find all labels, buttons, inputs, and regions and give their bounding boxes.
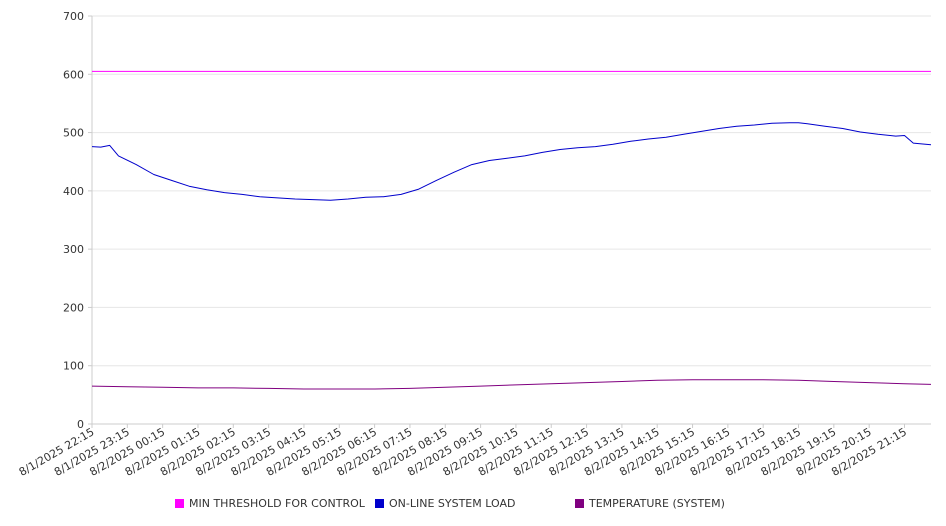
series-lines [91, 70, 932, 390]
legend-swatch [575, 499, 584, 508]
y-tick-label: 300 [63, 243, 84, 256]
y-tick-label: 100 [63, 360, 84, 373]
gridlines [92, 15, 931, 367]
legend: MIN THRESHOLD FOR CONTROL ON-LINE SYSTEM… [0, 497, 946, 515]
x-axis-ticks: 8/1/2025 22:158/1/2025 23:158/2/2025 00:… [17, 425, 909, 479]
y-tick-label: 600 [63, 68, 84, 81]
y-tick-label: 700 [63, 10, 84, 23]
legend-label: ON-LINE SYSTEM LOAD [389, 497, 516, 510]
series-line [91, 122, 932, 201]
legend-label: MIN THRESHOLD FOR CONTROL [189, 497, 365, 510]
legend-item[interactable]: TEMPERATURE (SYSTEM) [575, 497, 725, 510]
y-tick-label: 0 [77, 418, 84, 431]
series-line [91, 379, 932, 390]
legend-label: TEMPERATURE (SYSTEM) [589, 497, 725, 510]
legend-item[interactable]: ON-LINE SYSTEM LOAD [375, 497, 515, 510]
axes [88, 15, 931, 428]
y-tick-label: 500 [63, 127, 84, 140]
legend-swatch [375, 499, 384, 508]
legend-swatch [175, 499, 184, 508]
y-tick-label: 400 [63, 185, 84, 198]
y-tick-label: 200 [63, 301, 84, 314]
y-axis-ticks: 0 100 200 300 400 500 600 700 [63, 10, 84, 431]
legend-item[interactable]: MIN THRESHOLD FOR CONTROL [175, 497, 365, 510]
